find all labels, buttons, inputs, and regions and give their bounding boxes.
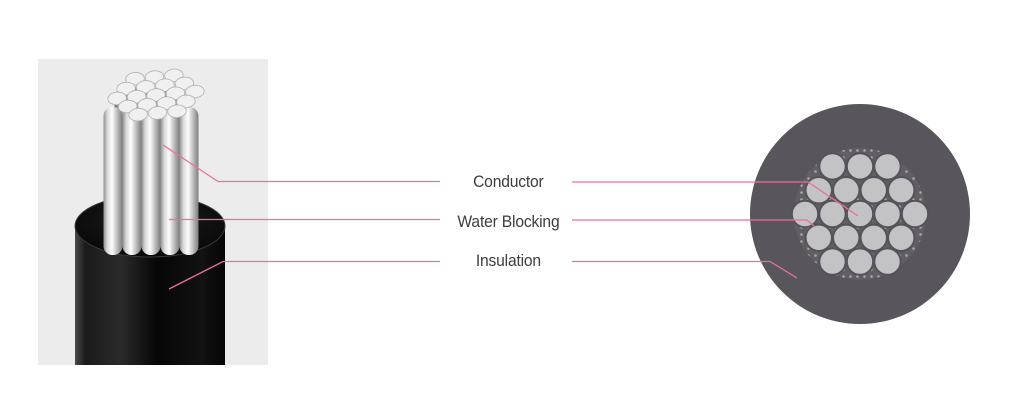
conductor-strand [832, 176, 861, 205]
label-conductor-text: Conductor [472, 172, 544, 191]
conductor-strands [790, 152, 930, 276]
conductor-rod [179, 107, 199, 255]
label-water-blocking: Water Blocking [442, 211, 574, 232]
leader-lines [162, 144, 859, 290]
conductor-strand [859, 223, 888, 253]
conductor-strand [900, 199, 930, 229]
conductor-strand [790, 199, 820, 229]
conductor-strand [845, 152, 875, 181]
conductor-rod [122, 99, 142, 255]
conductor-strand-end [167, 104, 187, 118]
conductor-strand [818, 247, 847, 276]
label-insulation-text: Insulation [475, 251, 541, 270]
conductor-strand [818, 199, 847, 229]
cable-3d-photo [38, 59, 268, 365]
label-water-blocking-text: Water Blocking [456, 212, 560, 231]
conductor-strand [873, 247, 902, 276]
leader-line-conductor-left [162, 144, 440, 183]
conductor-strand-end [147, 106, 168, 120]
conductor-strand [873, 199, 902, 229]
leader-line-insulation-right [572, 260, 798, 279]
leader-line-insulation-left [168, 260, 440, 290]
conductor-rods-front [103, 95, 199, 255]
conductor-strand-end [185, 84, 205, 99]
conductor-strand [887, 176, 916, 205]
conductor-strand [804, 223, 833, 253]
conductor-strand-end [128, 107, 148, 122]
conductor-rod [141, 95, 161, 255]
conductor-strand [804, 176, 833, 205]
conductor-rod [160, 99, 180, 255]
cable-cross-section [750, 104, 970, 324]
leader-line-conductor-right [572, 181, 859, 217]
conductor-strand-ends [107, 68, 205, 122]
conductor-strand [832, 223, 861, 253]
conductor-strand [873, 152, 902, 181]
leader-line-water-blocking-right [572, 219, 815, 227]
conductor-strand [845, 199, 875, 229]
conductor-strand [887, 223, 916, 253]
conductor-strand [859, 176, 888, 205]
label-insulation: Insulation [442, 250, 574, 271]
conductor-strand [845, 247, 875, 276]
conductor-strand [818, 152, 847, 181]
label-conductor: Conductor [442, 171, 574, 192]
conductor-strand-end [176, 94, 196, 109]
conductor-rod [103, 107, 123, 255]
